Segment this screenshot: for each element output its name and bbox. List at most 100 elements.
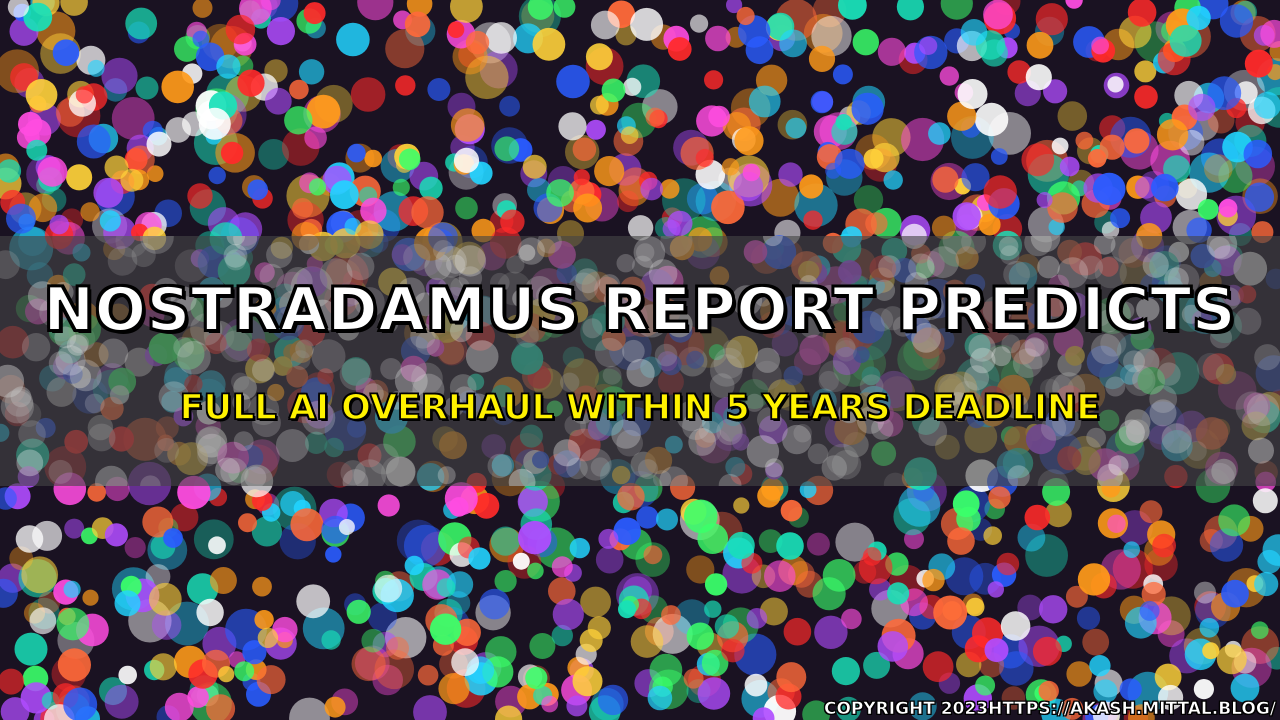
bokeh-light	[216, 54, 241, 79]
bokeh-light	[1059, 156, 1080, 177]
bokeh-light	[595, 545, 624, 574]
bokeh-light	[412, 373, 445, 406]
bokeh-light	[6, 203, 36, 234]
bokeh-light	[917, 293, 944, 320]
bokeh-light	[690, 14, 709, 33]
bokeh-light	[558, 112, 587, 141]
bokeh-light	[1134, 60, 1157, 83]
bokeh-light	[447, 21, 465, 38]
bokeh-light	[826, 443, 859, 476]
bokeh-light	[1024, 236, 1052, 257]
bokeh-light	[812, 577, 846, 611]
bokeh-light	[613, 517, 641, 546]
bokeh-light	[468, 296, 499, 327]
bokeh-light	[290, 350, 311, 370]
bokeh-light	[242, 640, 267, 665]
bokeh-light	[198, 107, 231, 140]
bokeh-light	[56, 607, 90, 641]
bokeh-light	[537, 236, 562, 254]
bokeh-light	[403, 243, 431, 271]
bokeh-light	[118, 665, 137, 685]
bokeh-light	[99, 210, 121, 232]
bokeh-light	[1025, 64, 1052, 91]
bokeh-light	[449, 374, 477, 401]
bokeh-light	[718, 473, 742, 486]
bokeh-light	[522, 154, 547, 179]
bokeh-light	[653, 470, 672, 486]
bokeh-light	[374, 574, 403, 603]
bokeh-light	[818, 360, 851, 393]
bokeh-light	[125, 7, 158, 40]
bokeh-light	[667, 37, 692, 61]
bokeh-light	[233, 431, 254, 451]
bokeh-light	[919, 36, 938, 56]
bokeh-light	[892, 315, 914, 337]
bokeh-light	[226, 236, 245, 246]
bokeh-light	[643, 545, 663, 565]
bokeh-light	[1052, 372, 1086, 406]
bokeh-light	[660, 236, 693, 257]
bokeh-light	[192, 30, 210, 48]
bokeh-light	[953, 381, 981, 408]
bokeh-light	[252, 408, 281, 438]
bokeh-light	[1158, 684, 1184, 711]
bokeh-light	[746, 435, 780, 468]
bokeh-light	[1045, 500, 1072, 528]
bokeh-light	[1257, 549, 1280, 574]
bokeh-light	[206, 694, 236, 720]
bokeh-light	[883, 472, 907, 486]
bokeh-light	[325, 546, 342, 563]
bokeh-light	[975, 675, 996, 696]
bokeh-light	[683, 668, 704, 689]
bokeh-light	[438, 673, 470, 705]
bokeh-light	[1036, 192, 1053, 208]
bokeh-light	[865, 212, 888, 235]
bokeh-light	[734, 126, 764, 156]
bokeh-light	[0, 697, 30, 720]
bokeh-light	[1094, 256, 1127, 289]
bokeh-light	[575, 268, 601, 294]
bokeh-light	[161, 70, 194, 104]
bokeh-light	[1057, 257, 1089, 288]
bokeh-light	[75, 86, 94, 104]
bokeh-light	[1017, 523, 1046, 552]
bokeh-light	[289, 697, 330, 720]
bokeh-light	[25, 79, 58, 111]
bokeh-light	[1082, 628, 1110, 656]
bokeh-light	[704, 70, 724, 90]
bokeh-light	[931, 215, 956, 240]
bokeh-light	[764, 458, 784, 478]
bokeh-light	[623, 77, 642, 96]
bokeh-light	[698, 420, 722, 443]
bokeh-light	[722, 339, 743, 359]
bokeh-light	[177, 340, 211, 375]
bokeh-light	[347, 143, 366, 163]
bokeh-light	[339, 358, 372, 391]
bokeh-light	[16, 449, 44, 477]
bokeh-light	[832, 64, 853, 85]
bokeh-light	[748, 85, 781, 118]
bokeh-light	[506, 255, 525, 274]
bokeh-light	[148, 582, 182, 616]
bokeh-light	[736, 6, 755, 26]
bokeh-light	[490, 526, 521, 556]
bokeh-light	[569, 537, 590, 559]
bokeh-light	[95, 465, 128, 486]
bokeh-light	[536, 285, 557, 306]
bokeh-light	[517, 237, 545, 265]
bokeh-light	[450, 0, 483, 23]
bokeh-light	[450, 108, 485, 142]
bokeh-light	[223, 243, 248, 268]
bokeh-light	[378, 313, 399, 334]
bokeh-light	[0, 487, 17, 510]
bokeh-light	[7, 0, 29, 18]
bokeh-light	[500, 209, 525, 234]
bokeh-light	[1065, 0, 1083, 9]
bokeh-light	[1204, 462, 1235, 486]
bokeh-light	[487, 453, 512, 479]
bokeh-light	[429, 613, 462, 645]
bokeh-light	[701, 649, 729, 677]
bokeh-light	[887, 582, 910, 605]
bokeh-light	[626, 358, 655, 388]
bokeh-light	[398, 148, 421, 171]
